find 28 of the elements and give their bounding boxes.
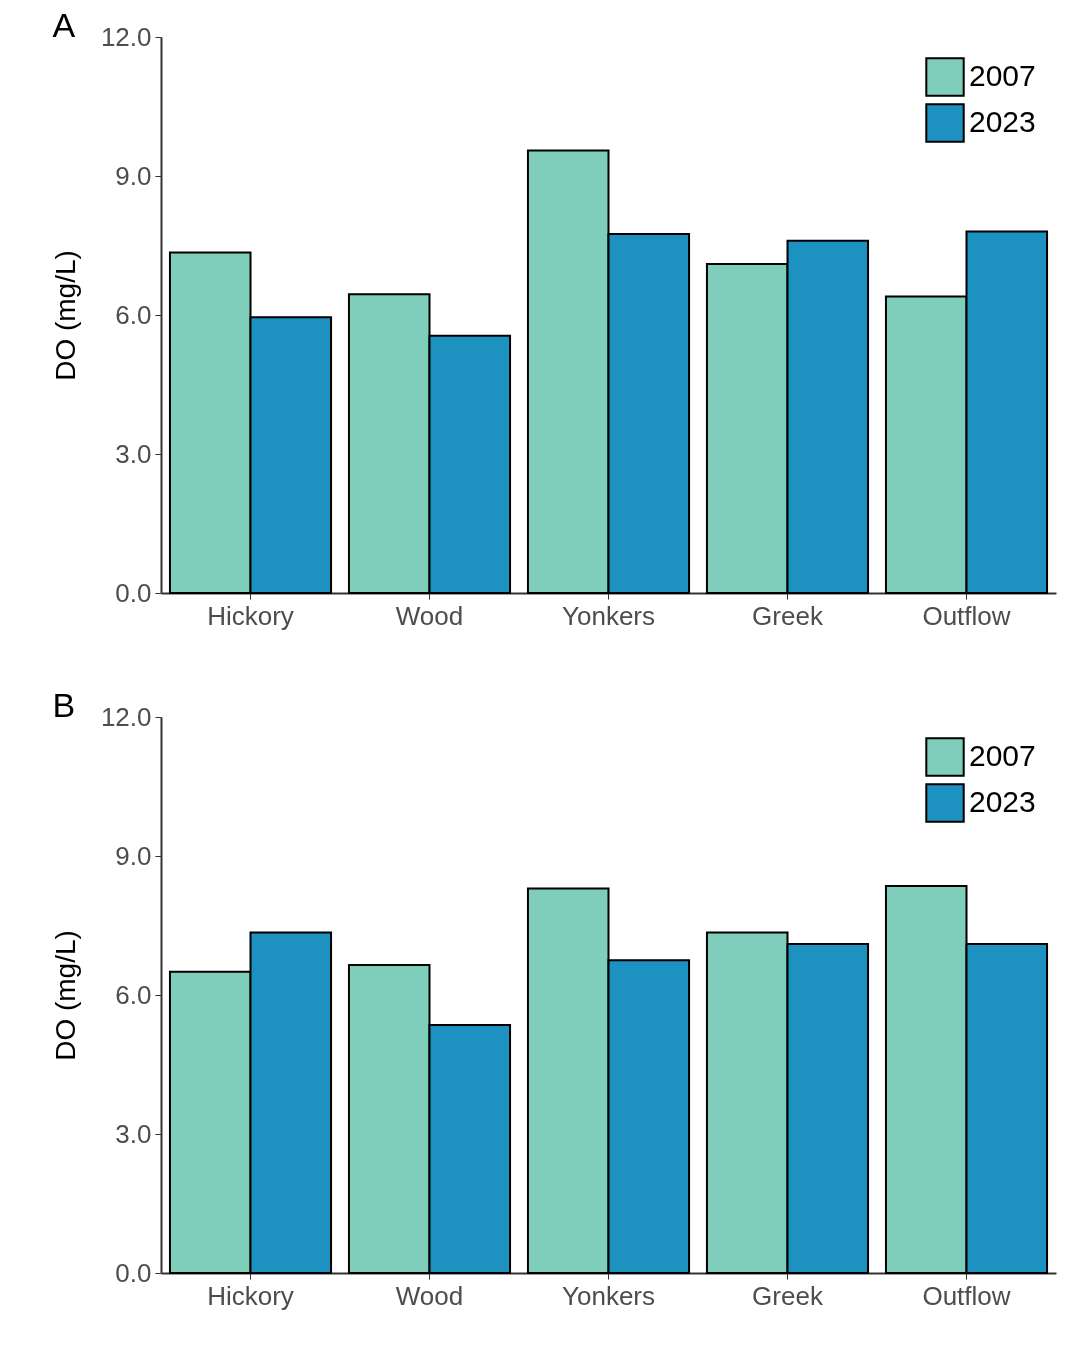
- legend-label: 2023: [969, 105, 1036, 138]
- x-tick-label: Greek: [752, 600, 824, 631]
- y-tick-label: 3.0: [115, 1118, 152, 1149]
- chart-title: A: [52, 6, 76, 44]
- y-tick-label: 9.0: [115, 160, 152, 191]
- x-tick-label: Hickory: [207, 1280, 294, 1311]
- y-tick-label: 12.0: [100, 21, 152, 52]
- x-tick-label: Greek: [752, 1280, 824, 1311]
- chart-title: B: [52, 686, 76, 724]
- x-tick-label: Wood: [395, 600, 464, 631]
- x-tick-label: Outflow: [922, 600, 1011, 631]
- y-axis-title: DO (mg/L): [49, 930, 81, 1061]
- y-tick-label: 6.0: [115, 299, 152, 330]
- y-axis-title: DO (mg/L): [49, 250, 81, 381]
- x-tick-label: Outflow: [922, 1280, 1011, 1311]
- y-tick-label: 0.0: [115, 577, 152, 608]
- x-tick-label: Yonkers: [562, 1280, 655, 1311]
- x-tick-label: Hickory: [207, 600, 294, 631]
- y-tick-label: 9.0: [115, 840, 152, 871]
- legend-label: 2007: [969, 59, 1036, 92]
- y-tick-label: 3.0: [115, 438, 152, 469]
- y-tick-label: 12.0: [100, 701, 152, 732]
- legend-label: 2007: [969, 739, 1036, 772]
- legend-label: 2023: [969, 785, 1036, 818]
- x-tick-label: Yonkers: [562, 600, 655, 631]
- y-tick-label: 0.0: [115, 1257, 152, 1288]
- x-tick-label: Wood: [395, 1280, 464, 1311]
- y-tick-label: 6.0: [115, 979, 152, 1010]
